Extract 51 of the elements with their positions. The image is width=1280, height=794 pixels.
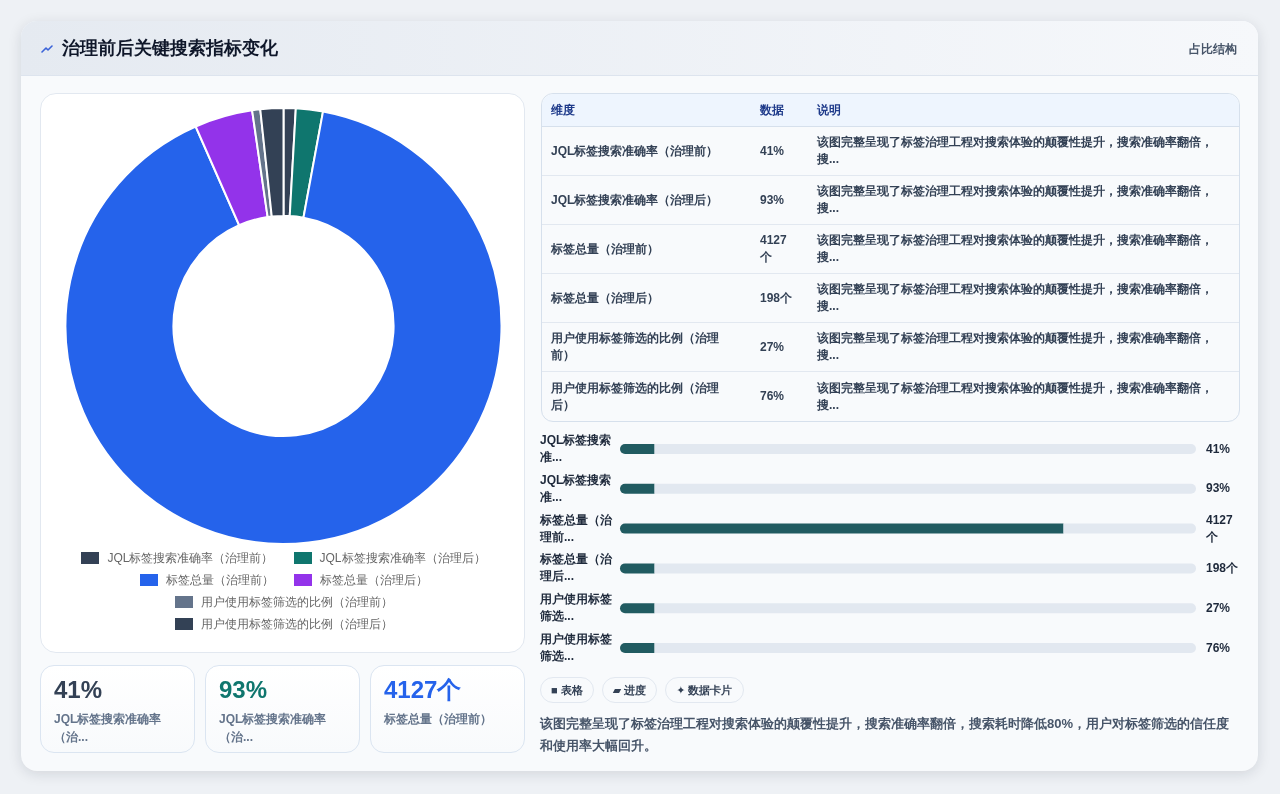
legend-label: JQL标签搜索准确率（治理后） — [319, 550, 486, 567]
category-label: JQL标签搜索准确率（治... — [54, 711, 163, 746]
text: 76% — [760, 389, 785, 403]
category-label: 标签总量（治理前） — [384, 711, 493, 728]
category-label: 标签总量（治理前） — [551, 241, 659, 256]
category-label: 标签总量（治理后） — [551, 290, 659, 305]
category-label: 该图完整呈现了标签治理工程对搜索体验的颠覆性提升，搜索准确率翻倍，搜... — [817, 282, 1213, 313]
category-label: JQL标签搜索准确率（治理后） — [551, 192, 719, 207]
y-tick-label: JQL标签搜索准... — [540, 471, 613, 506]
text: 41% — [54, 676, 103, 703]
text: 198个 — [1206, 559, 1239, 577]
y-tick-label: 用户使用标签筛选... — [540, 591, 613, 626]
category-label: ✦ 数据卡片 — [665, 677, 744, 703]
category-label: 该图完整呈现了标签治理工程对搜索体验的颠覆性提升，搜索准确率翻倍，搜... — [817, 184, 1213, 215]
y-tick-label: 标签总量（治理后... — [540, 551, 613, 586]
text: 76% — [1206, 639, 1231, 657]
text: 占比结构 — [1189, 41, 1237, 57]
legend-label: 用户使用标签筛选的比例（治理前） — [200, 594, 393, 611]
legend-label: 标签总量（治理前） — [165, 572, 274, 589]
text: 198个 — [760, 290, 793, 305]
category-label: 该图完整呈现了标签治理工程对搜索体验的颠覆性提升，搜索准确率翻倍，搜... — [817, 135, 1213, 166]
text: 27% — [760, 339, 785, 354]
chart-title: 治理前后关键搜索指标变化 — [62, 37, 278, 60]
category-label: 维度 — [551, 102, 575, 119]
text: 该图完整呈现了标签治理工程对搜索体验的颠覆性提升，搜索准确率翻倍，搜索耗时降低80%，用户对标签筛选的信任度和使用率大幅回升。 — [540, 715, 1231, 755]
category-label: 该图完整呈现了标签治理工程对搜索体验的颠覆性提升，搜索准确率翻倍，搜... — [817, 380, 1213, 412]
category-label: ■ 表格 — [540, 677, 594, 703]
category-label: ▰ 进度 — [601, 677, 658, 703]
legend-label: JQL标签搜索准确率（治理前） — [107, 550, 274, 567]
text: 93% — [219, 676, 268, 703]
text: 41% — [1206, 440, 1231, 458]
text: 4127个 — [384, 676, 462, 703]
text: 93% — [1206, 480, 1231, 498]
legend-label: 标签总量（治理后） — [319, 572, 428, 589]
y-tick-label: JQL标签搜索准... — [540, 432, 613, 466]
text: 93% — [760, 192, 785, 207]
category-label: 说明 — [817, 102, 841, 119]
y-tick-label: 用户使用标签筛选... — [540, 631, 613, 665]
text: 41% — [760, 143, 785, 158]
category-label: JQL标签搜索准确率（治理前） — [551, 143, 719, 158]
text: 4127个 — [760, 233, 787, 264]
category-label: 用户使用标签筛选的比例（治理前） — [551, 331, 719, 362]
text: 4127个 — [1206, 511, 1234, 546]
legend-label: 用户使用标签筛选的比例（治理后） — [200, 616, 393, 633]
text: 27% — [1206, 599, 1231, 617]
y-tick-label: 标签总量（治理前... — [540, 511, 613, 546]
category-label: 用户使用标签筛选的比例（治理后） — [551, 380, 719, 412]
category-label: 该图完整呈现了标签治理工程对搜索体验的颠覆性提升，搜索准确率翻倍，搜... — [817, 233, 1213, 264]
category-label: 该图完整呈现了标签治理工程对搜索体验的颠覆性提升，搜索准确率翻倍，搜... — [817, 331, 1213, 362]
category-label: JQL标签搜索准确率（治... — [219, 711, 328, 746]
category-label: 数据 — [760, 102, 784, 119]
